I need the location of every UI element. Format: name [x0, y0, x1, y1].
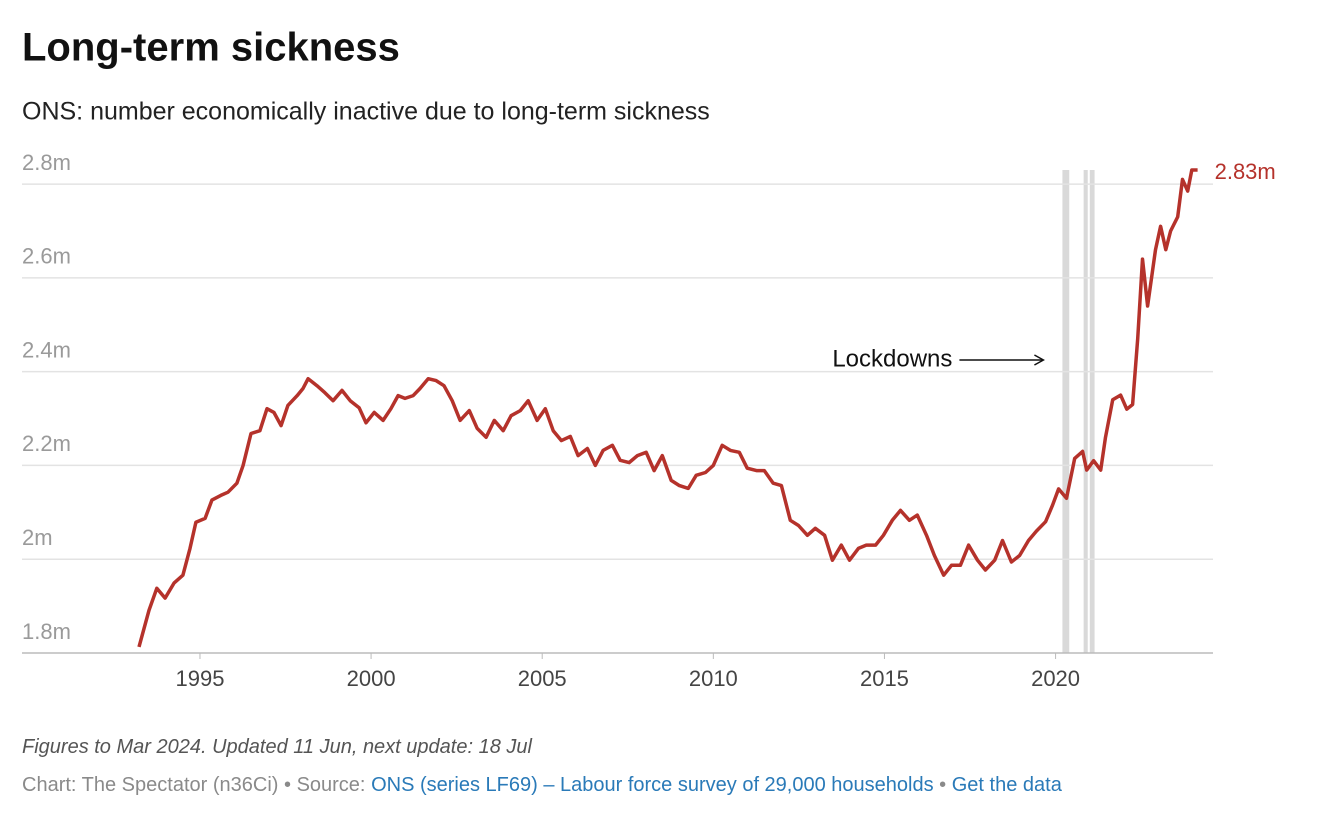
footer-note: Figures to Mar 2024. Updated 11 Jun, nex… — [22, 736, 532, 758]
x-tick-label: 2010 — [689, 666, 738, 691]
x-tick-label: 2020 — [1031, 666, 1080, 691]
chart-subtitle: ONS: number economically inactive due to… — [22, 98, 710, 126]
y-tick-label: 2.8m — [22, 150, 71, 175]
separator: • — [283, 774, 291, 796]
x-tick-label: 2005 — [518, 666, 567, 691]
end-label: 2.83m — [1215, 159, 1276, 184]
chart-title: Long-term sickness — [22, 26, 400, 70]
source-prefix: Source: — [296, 774, 366, 796]
lockdown-band — [1062, 170, 1070, 653]
credit: Chart: The Spectator (n36Ci) — [22, 774, 279, 796]
annotation: Lockdowns — [832, 345, 952, 372]
y-tick-label: 2m — [22, 525, 53, 550]
lockdown-band — [1083, 170, 1088, 653]
annotation-arrowhead — [1034, 354, 1045, 366]
y-tick-label: 2.4m — [22, 337, 71, 362]
y-tick-label: 1.8m — [22, 619, 71, 644]
lockdown-band — [1089, 170, 1095, 653]
separator: • — [939, 774, 947, 796]
get-data-link[interactable]: Get the data — [951, 774, 1062, 796]
line — [137, 168, 1198, 648]
footer-source: Chart: The Spectator (n36Ci) • Source: O… — [22, 774, 1062, 797]
source-link[interactable]: ONS (series LF69) – Labour force survey … — [371, 774, 934, 796]
chart: Long-term sickness ONS: number economica… — [22, 26, 1276, 691]
y-tick-label: 2.6m — [22, 244, 71, 269]
x-tick-label: 2000 — [347, 666, 396, 691]
x-tick-label: 2015 — [860, 666, 909, 691]
x-tick-label: 1995 — [175, 666, 224, 691]
y-tick-label: 2.2m — [22, 431, 71, 456]
